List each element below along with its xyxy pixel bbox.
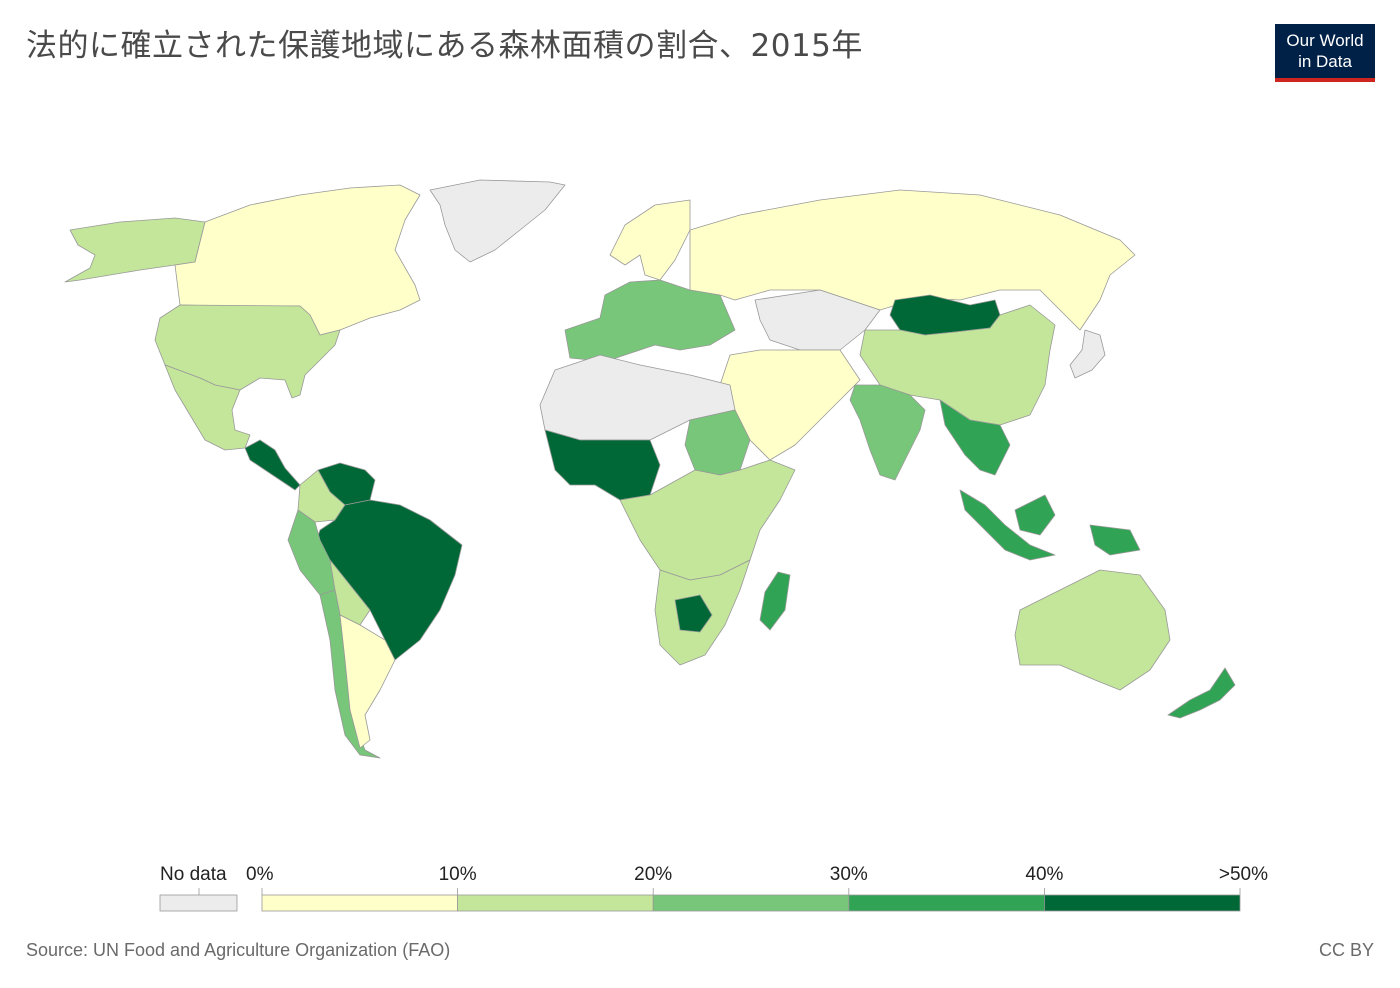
legend-tick-label: >50% xyxy=(1218,864,1268,885)
legend-bin->40[interactable] xyxy=(1044,894,1241,912)
region-argentina[interactable] xyxy=(339,614,396,749)
source-note: Source: UN Food and Agriculture Organiza… xyxy=(26,940,451,960)
region-japan[interactable] xyxy=(1069,329,1106,379)
region-scandinavia[interactable] xyxy=(609,199,691,281)
logo-line-1: Our World xyxy=(1286,31,1364,50)
region-madagascar[interactable] xyxy=(759,571,791,631)
region-botswana[interactable] xyxy=(674,594,713,633)
region-new-zealand[interactable] xyxy=(1167,667,1236,719)
region-india[interactable] xyxy=(849,384,926,481)
legend-bin-30-40[interactable] xyxy=(848,894,1045,912)
legend-tick-label: 10% xyxy=(438,864,477,885)
region-alaska[interactable] xyxy=(64,217,206,283)
region-indonesia[interactable] xyxy=(959,489,1141,561)
region-southeast-asia[interactable] xyxy=(939,399,1011,476)
chart-title: 法的に確立された保護地域にある森林面積の割合、2015年 xyxy=(26,28,863,64)
legend-no-data-label: No data xyxy=(160,864,227,885)
license-note[interactable]: CC BY xyxy=(1318,940,1374,960)
legend-tick-label: 30% xyxy=(829,864,868,885)
region-australia[interactable] xyxy=(1014,569,1171,691)
region-mexico[interactable] xyxy=(164,364,251,451)
region-central-america[interactable] xyxy=(244,439,301,491)
region-russia[interactable] xyxy=(689,189,1136,331)
legend-no-data-swatch xyxy=(159,894,238,912)
owid-logo[interactable]: Our World in Data xyxy=(1275,24,1375,82)
legend-tick-label: 0% xyxy=(246,864,274,885)
legend-tick-label: 20% xyxy=(634,864,673,885)
legend-bin-10-20[interactable] xyxy=(457,894,654,912)
legend-bin-0-10[interactable] xyxy=(261,894,459,912)
region-greenland[interactable] xyxy=(429,179,566,263)
region-central-asia[interactable] xyxy=(754,289,881,351)
logo-line-2: in Data xyxy=(1298,52,1352,71)
legend-tick-label: 40% xyxy=(1025,864,1064,885)
region-chile[interactable] xyxy=(319,589,381,759)
legend-bin-20-30[interactable] xyxy=(652,894,850,912)
